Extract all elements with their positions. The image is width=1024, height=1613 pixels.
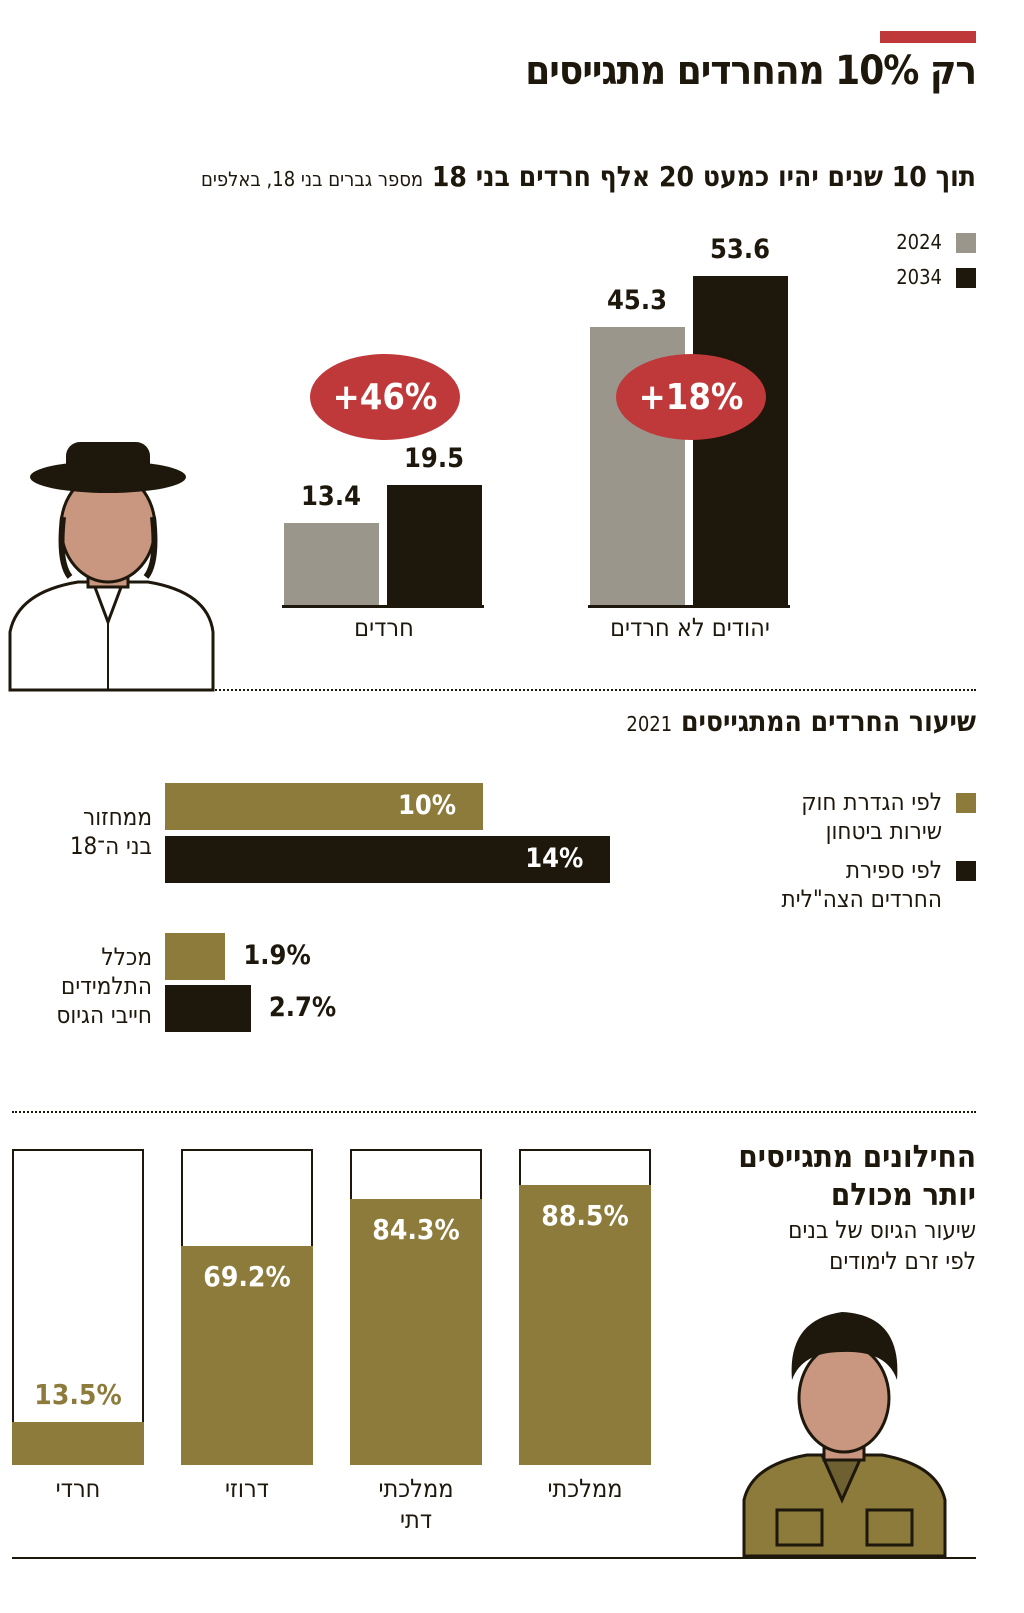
legend-line: שירות ביטחון: [825, 817, 942, 845]
bar-value-label: 53.6: [710, 233, 770, 265]
category-line: דרוזי: [225, 1474, 269, 1503]
section2-headline: שיעור החרדים המתגייסים 2021: [626, 705, 976, 738]
bar-value-label: 10%: [398, 790, 457, 821]
section1-note: מספר גברים בני 18, באלפים: [200, 167, 424, 191]
change-bubble: +46%: [310, 354, 460, 440]
soldier-illustration: [742, 1312, 947, 1558]
bar-2024: [284, 522, 379, 605]
category-line: ממחזור: [83, 803, 152, 831]
bar-2034: [693, 275, 788, 605]
bottom-rule: [12, 1557, 976, 1559]
legend-label-law: לפי הגדרת חוק שירות ביטחון: [801, 788, 942, 846]
section2-title: שיעור החרדים המתגייסים: [680, 705, 976, 738]
bar-value-label: 2.7%: [268, 992, 337, 1023]
category-label: חרדי: [12, 1473, 144, 1504]
column-value-label: 69.2%: [203, 1260, 291, 1294]
category-label: חרדים: [354, 613, 414, 642]
accent-bar: [880, 31, 976, 43]
bar-law: [165, 933, 226, 980]
legend-line: לפי ספירת: [845, 856, 942, 884]
bar-value-label: 19.5: [404, 443, 464, 475]
bar-2034: [387, 485, 482, 605]
column-fill: [519, 1185, 651, 1465]
category-label-students: מכלל התלמידים חייבי הגיוס: [56, 943, 152, 1030]
divider: [12, 1111, 976, 1113]
section2-year: 2021: [626, 712, 673, 736]
category-label-cohort: ממחזור בני ה־18: [70, 803, 152, 861]
legend-label-2024: 2024: [896, 230, 942, 254]
legend-swatch-2034: [956, 268, 976, 288]
haredi-man-illustration: [8, 442, 215, 692]
bar-idf: [165, 985, 251, 1032]
category-line: חייבי הגיוס: [56, 1001, 152, 1029]
bar-idf: [165, 836, 611, 883]
category-label: ממלכתי: [519, 1473, 651, 1504]
category-label: ממלכתי דתי: [350, 1473, 482, 1535]
subtitle-line: שיעור הגיוס של בנים: [788, 1216, 976, 1244]
category-line: דתי: [399, 1505, 433, 1534]
headline-line: החילונים מתגייסים: [738, 1139, 976, 1175]
category-line: מכלל: [101, 943, 152, 971]
column-value-label: 13.5%: [34, 1378, 122, 1412]
column-frame: [12, 1149, 144, 1465]
change-bubble: +18%: [616, 354, 766, 440]
bar-law: [165, 783, 483, 830]
legend-label-2034: 2034: [896, 265, 942, 289]
page-title: רק 10% מהחרדים מתגייסים: [525, 48, 977, 94]
category-line: בני ה־18: [69, 832, 152, 860]
headline-line: יותר מכולם: [830, 1177, 976, 1213]
section1-title: תוך 10 שנים יהיו כמעט 20 אלף חרדים בני 1…: [431, 160, 976, 193]
bar-value-label: 45.3: [607, 284, 667, 316]
axis-line: [588, 605, 790, 608]
bar-value-label: 14%: [525, 843, 584, 874]
category-line: ממלכתי: [547, 1474, 623, 1503]
legend-line: החרדים הצה"לית: [781, 885, 942, 913]
category-label: דרוזי: [181, 1473, 313, 1504]
legend-swatch-idf: [956, 861, 976, 881]
section3-headline: החילונים מתגייסים יותר מכולם: [738, 1138, 976, 1214]
category-line: ממלכתי: [378, 1474, 454, 1503]
divider: [12, 689, 976, 691]
subtitle-line: לפי זרם לימודים: [829, 1247, 976, 1275]
legend-label-idf: לפי ספירת החרדים הצה"לית: [782, 856, 942, 914]
column-fill: [12, 1422, 144, 1465]
bar-value-label: 1.9%: [243, 940, 311, 971]
legend-swatch-2024: [956, 233, 976, 253]
column-fill: [181, 1246, 313, 1465]
category-line: חרדי: [55, 1474, 101, 1503]
section3-subtitle: שיעור הגיוס של בנים לפי זרם לימודים: [788, 1215, 976, 1277]
column-fill: [350, 1198, 482, 1465]
axis-line: [282, 605, 484, 608]
bar-value-label: 13.4: [301, 480, 361, 512]
section1-headline: תוך 10 שנים יהיו כמעט 20 אלף חרדים בני 1…: [201, 160, 976, 193]
legend-line: לפי הגדרת חוק: [801, 788, 942, 816]
category-line: התלמידים: [60, 972, 152, 1000]
legend-swatch-law: [956, 793, 976, 813]
column-value-label: 84.3%: [372, 1212, 460, 1246]
category-label: יהודים לא חרדים: [610, 613, 770, 642]
column-value-label: 88.5%: [541, 1199, 629, 1233]
